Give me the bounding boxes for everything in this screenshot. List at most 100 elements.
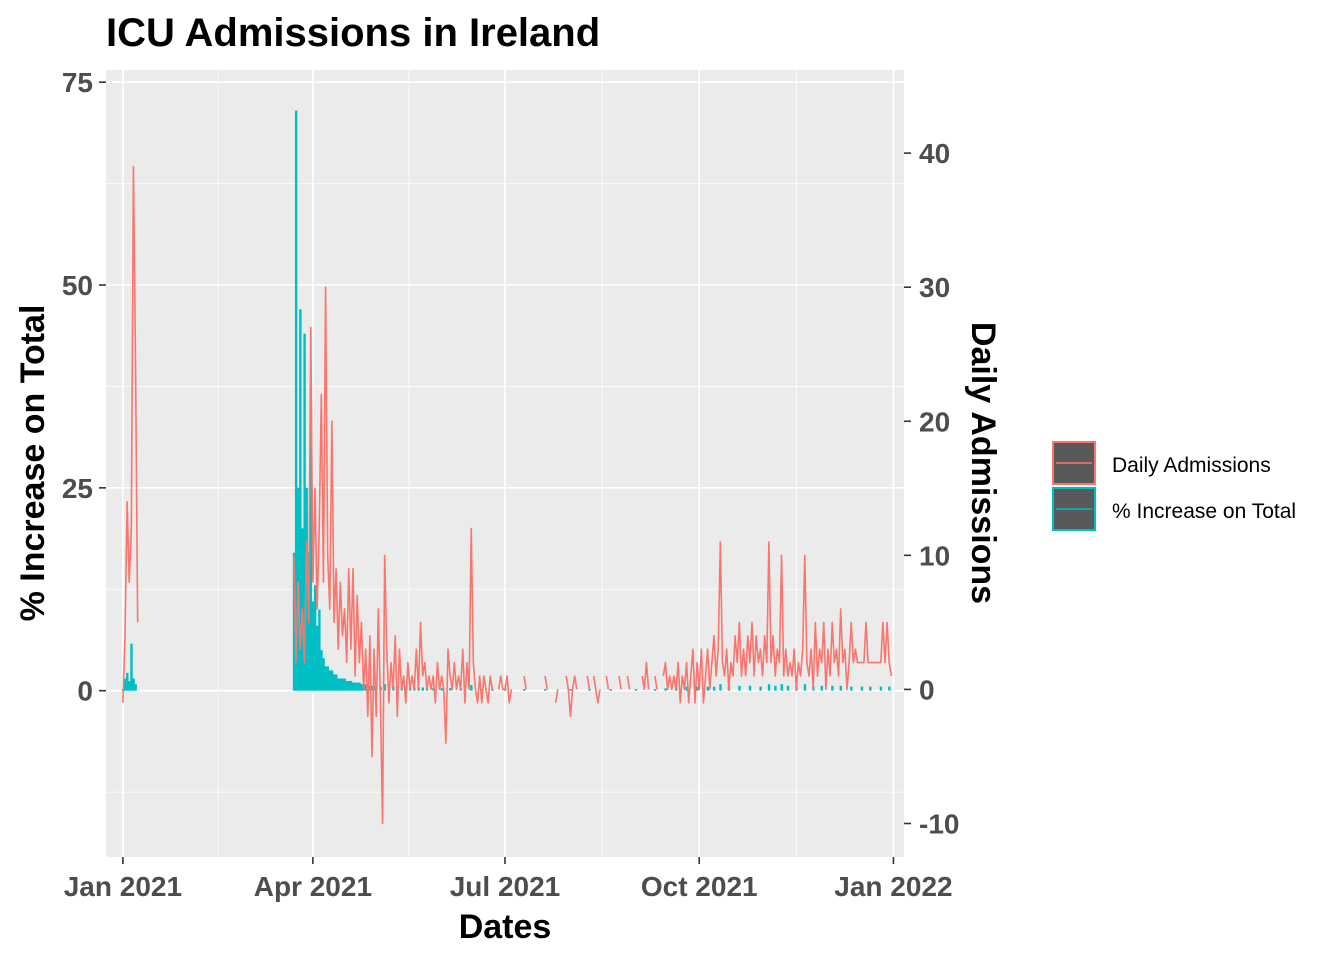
percent-increase-bar (850, 686, 853, 691)
percent-increase-bar (351, 682, 355, 691)
percent-increase-bar (303, 333, 306, 691)
percent-increase-bar (364, 684, 368, 691)
percent-increase-bar (330, 670, 334, 691)
y-right-tick-label-40: 40 (919, 138, 950, 169)
percent-increase-bar (130, 643, 133, 691)
percent-increase-bar (311, 601, 315, 691)
y-right-tick-label-0: 0 (919, 674, 935, 705)
percent-increase-bar (305, 487, 308, 691)
percent-increase-bar (780, 684, 783, 691)
axes-layer: Jan 2021 Apr 2021 Jul 2021 Oct 2021 Jan 2022… (62, 67, 960, 902)
percent-increase-bar (860, 686, 864, 691)
percent-increase-bar (335, 674, 338, 691)
percent-increase-bar (480, 689, 484, 691)
percent-increase-bar (421, 687, 425, 691)
percent-increase-bar (370, 685, 374, 691)
percent-increase-bar (634, 689, 638, 691)
percent-increase-bar (320, 650, 323, 691)
percent-increase-bar (349, 680, 353, 691)
percent-increase-bar (318, 609, 321, 691)
percent-increase-bar (759, 686, 762, 691)
percent-increase-bar (309, 406, 313, 691)
x-tick-label-apr-2021: Apr 2021 (254, 871, 372, 902)
daily-admissions-line (122, 165, 139, 703)
daily-admissions-line (592, 675, 601, 704)
daily-admissions-line (626, 675, 631, 690)
percent-increase-bar (588, 689, 591, 691)
daily-admissions-line (586, 675, 591, 690)
percent-increase-bar (685, 686, 688, 691)
percent-increase-bar (664, 688, 667, 691)
y-left-tick-label-0: 0 (77, 676, 93, 707)
percent-increase-bar (888, 686, 891, 691)
y-left-tick-label-50: 50 (62, 270, 93, 301)
percent-increase-bar (132, 678, 135, 691)
daily-admissions-line (293, 286, 494, 825)
percent-increase-bar (738, 685, 741, 691)
percent-increase-bar (869, 686, 872, 691)
percent-increase-bar (345, 680, 349, 691)
x-axis-title: Dates (459, 908, 552, 946)
percent-increase-bar (522, 689, 526, 691)
percent-increase-bar (569, 689, 572, 691)
percent-increase-bar (123, 678, 127, 691)
x-tick-label-jan-2022: Jan 2022 (834, 871, 952, 902)
legend-label-percent-increase: % Increase on Total (1112, 500, 1296, 523)
x-tick-label-oct-2021: Oct 2021 (641, 871, 758, 902)
percent-increase-bar (774, 685, 777, 691)
percent-increase-bar (343, 678, 346, 691)
daily-admissions-line (654, 675, 658, 690)
percent-increase-bar (470, 685, 473, 691)
percent-increase-bar (299, 309, 302, 691)
percent-increase-bar (432, 688, 435, 691)
percent-increase-bar (326, 666, 330, 691)
percent-increase-bar (373, 685, 376, 691)
percent-increase-bar (706, 686, 710, 691)
percent-increase-bar (358, 682, 361, 691)
percent-increase-bar (347, 680, 351, 691)
legend: Daily Admissions % Increase on Total (1052, 441, 1296, 531)
y-axis-left-title: % Increase on Total (14, 305, 52, 622)
percent-increase-bar (313, 585, 317, 691)
daily-admissions-line (641, 661, 650, 691)
percent-increase-bar (879, 686, 883, 691)
percent-increase-bar (383, 684, 387, 691)
percent-increase-bar (696, 686, 699, 691)
percent-increase-bar (440, 688, 444, 691)
percent-increase-bar (328, 670, 332, 691)
line-layer (122, 165, 893, 825)
percent-increase-bar (449, 688, 452, 691)
y-right-tick-label-20: 20 (919, 406, 950, 437)
percent-increase-bar (712, 686, 716, 691)
percent-increase-bar (126, 672, 129, 691)
daily-admissions-line (544, 675, 549, 690)
grid-layer (106, 70, 904, 857)
percent-increase-bar (294, 110, 298, 691)
percent-increase-bar (820, 685, 824, 691)
y-axis-right-title: Daily Admissions (964, 322, 1002, 604)
percent-increase-bar (324, 666, 327, 691)
percent-increase-bar (134, 684, 137, 691)
percent-increase-bar (491, 689, 494, 691)
daily-admissions-line (605, 675, 610, 690)
percent-increase-bar (354, 682, 357, 691)
y-right-tick-label-10: 10 (919, 540, 950, 571)
percent-increase-bar (609, 689, 612, 691)
daily-admissions-line (662, 541, 893, 704)
percent-increase-bar (341, 678, 344, 691)
percent-increase-bar (786, 685, 790, 691)
percent-increase-bar (748, 685, 752, 691)
daily-admissions-line (618, 675, 622, 690)
percent-increase-bar (360, 684, 363, 691)
y-left-tick-label-75: 75 (62, 67, 93, 98)
percent-increase-bar (831, 685, 834, 691)
chart-title: ICU Admissions in Ireland (106, 11, 600, 55)
percent-increase-bar (322, 658, 325, 691)
percent-increase-bar (316, 625, 319, 691)
percent-increase-bar (356, 682, 359, 691)
daily-admissions-line (523, 675, 527, 690)
percent-increase-bar (337, 678, 340, 691)
percent-increase-bar (839, 685, 843, 691)
x-tick-label-jul-2021: Jul 2021 (450, 871, 561, 902)
